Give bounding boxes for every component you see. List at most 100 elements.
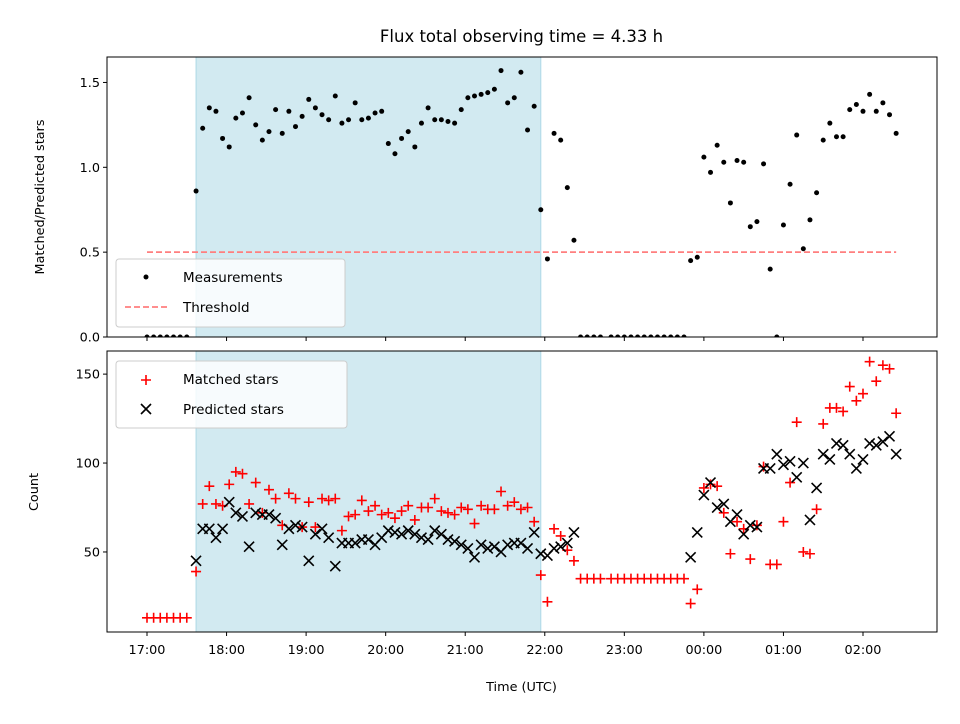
predicted-star-point [777, 459, 790, 471]
predicted-star-point [276, 539, 288, 551]
predicted-star-point [289, 519, 302, 531]
matched-star-point [811, 504, 822, 515]
matched-star-point [718, 507, 729, 518]
measurement-point [293, 124, 299, 130]
measurement-point [184, 334, 190, 337]
measurement-point [352, 100, 358, 106]
predicted-star-point [857, 453, 869, 466]
measurement-point [688, 258, 694, 264]
predicted-star-point [804, 514, 816, 526]
measurement-point [246, 95, 252, 101]
matched-star-point [197, 498, 208, 509]
measurement-point [213, 108, 219, 114]
matched-star-point [323, 495, 334, 506]
matched-star-point [595, 573, 606, 584]
chart-title: Flux total observing time = 4.33 h [380, 27, 663, 46]
matched-star-point [376, 509, 387, 520]
predicted-star-point [309, 528, 321, 540]
measurement-point [346, 117, 352, 123]
predicted-star-point [850, 462, 862, 474]
measurement-point [312, 105, 318, 111]
predicted-star-point [751, 521, 763, 533]
predicted-star-point [844, 448, 856, 460]
measurement-point [893, 130, 899, 136]
predicted-star-point [548, 542, 560, 554]
measurement-point [220, 135, 226, 141]
predicted-star-point [462, 542, 474, 554]
matched-star-point [462, 504, 473, 515]
matched-star-point [181, 612, 192, 623]
matched-star-point [509, 497, 520, 508]
measurement-point [319, 112, 325, 118]
measurement-point [438, 117, 444, 123]
predicted-star-point [475, 539, 487, 551]
predicted-star-point [704, 477, 717, 489]
matched-star-point [529, 516, 540, 527]
legend-box-top [115, 258, 346, 328]
measurement-point [206, 105, 212, 111]
measurement-point [425, 105, 431, 111]
predicted-star-point [870, 439, 882, 451]
predicted-star-point [190, 555, 202, 567]
matched-star-point [204, 481, 215, 492]
matched-star-point [818, 418, 829, 429]
matched-star-point [555, 530, 566, 541]
legend-marker-measurements [143, 274, 149, 280]
axes-frame-top [106, 56, 938, 338]
matched-star-point [884, 363, 895, 374]
matched-star-point [409, 514, 420, 525]
predicted-star-point [296, 521, 308, 533]
predicted-star-point [528, 526, 540, 538]
measurement-point [701, 154, 707, 160]
axes-frame-bottom [106, 350, 938, 633]
measurement-point [641, 334, 647, 337]
measurement-point [491, 86, 497, 92]
predicted-star-point [744, 519, 756, 531]
measurement-point [392, 151, 398, 157]
y-tick-label-bottom: 100 [76, 457, 100, 472]
predicted-star-point [824, 453, 836, 466]
predicted-star-point [883, 430, 896, 442]
measurement-point [412, 144, 418, 150]
x-tick-label: 21:00 [447, 643, 484, 658]
matched-star-point [191, 566, 202, 577]
predicted-star-point [250, 507, 262, 519]
measurement-point [144, 334, 150, 337]
measurement-point [266, 129, 272, 135]
predicted-star-point [396, 528, 408, 540]
matched-star-point [891, 408, 902, 419]
measurement-point [840, 134, 846, 140]
matched-star-point [370, 500, 381, 511]
predicted-star-point [731, 509, 743, 521]
matched-star-point [489, 504, 500, 515]
measurement-point [564, 185, 570, 191]
matched-star-point [436, 506, 447, 517]
measurement-point [171, 334, 177, 337]
predicted-star-point [535, 548, 547, 560]
measurement-point [558, 137, 564, 143]
measurement-point [332, 93, 338, 99]
measurement-point [485, 90, 491, 96]
predicted-star-point [691, 526, 703, 538]
matched-star-point [456, 502, 467, 513]
predicted-star-point [223, 496, 235, 508]
matched-star-point [356, 495, 367, 506]
measurement-point [807, 217, 813, 223]
predicted-star-point [429, 525, 441, 537]
measurement-point [359, 117, 365, 123]
measurement-point [306, 96, 312, 102]
matched-star-point [877, 360, 888, 371]
measurement-point [193, 188, 199, 194]
measurement-point [648, 334, 654, 337]
predicted-star-point [203, 523, 215, 535]
matched-star-point [290, 493, 301, 504]
measurement-point [860, 108, 866, 114]
y-tick-label-top: 1.5 [80, 76, 100, 91]
matched-star-point [449, 509, 460, 520]
x-tick-label: 23:00 [606, 643, 643, 658]
matched-star-point [679, 573, 689, 584]
matched-star-point [403, 500, 414, 511]
y-tick-label-bottom: 50 [84, 545, 100, 560]
x-tick-label: 02:00 [845, 643, 882, 658]
measurement-point [551, 130, 557, 136]
